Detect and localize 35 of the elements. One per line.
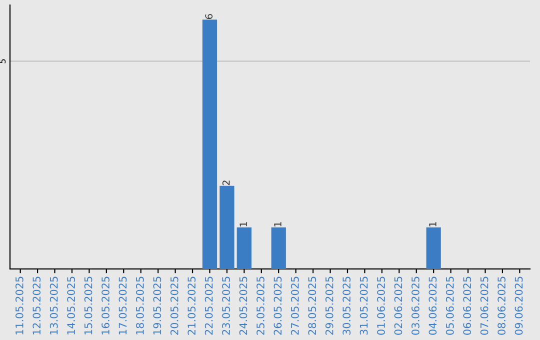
x-tick-label: 28.05.2025 [308,276,316,335]
x-tick-label: 06.06.2025 [463,276,472,335]
x-tick-label: 11.05.2025 [15,276,24,334]
x-tick-label: 15.05.2025 [84,276,92,334]
data-label: 1 [429,222,436,226]
data-label: 2 [222,180,230,186]
x-tick-label: 02.06.2025 [394,276,402,335]
x-tick-label: 22.05.2025 [204,276,213,335]
x-tick-label: 03.06.2025 [412,276,420,335]
x-tick-label: 13.05.2025 [50,276,58,334]
x-tick-label: 23.05.2025 [222,276,230,335]
x-tick-label: 29.05.2025 [325,276,334,335]
x-tick-label: 16.05.2025 [102,276,110,334]
x-tick-label: 19.05.2025 [153,276,162,334]
data-label: 1 [274,222,282,226]
x-tick-label: 14.05.2025 [67,276,75,334]
x-tick-label: 08.06.2025 [498,276,506,335]
x-tick-label: 25.05.2025 [256,276,264,335]
x-tick-label: 24.05.2025 [239,276,248,335]
x-tick-label: 05.06.2025 [446,276,454,335]
x-tick-label: 01.06.2025 [377,276,385,335]
data-label: 1 [240,222,247,226]
x-tick-label: 20.05.2025 [170,276,178,335]
x-tick-label: 21.05.2025 [188,276,196,335]
x-tick-label: 27.05.2025 [290,276,299,335]
x-tick-label: 04.06.2025 [428,276,437,335]
x-tick-label: 07.06.2025 [480,276,488,335]
x-tick-label: 18.05.2025 [136,276,144,334]
x-tick-label: 09.06.2025 [514,276,523,335]
x-tick-label: 26.05.2025 [274,276,282,335]
x-tick-label: 17.05.2025 [118,276,127,334]
x-tick-label: 30.05.2025 [342,276,351,335]
data-label: 6 [205,14,213,19]
x-tick-label: 12.05.2025 [32,276,41,334]
x-tick-label: 31.05.2025 [360,276,368,335]
